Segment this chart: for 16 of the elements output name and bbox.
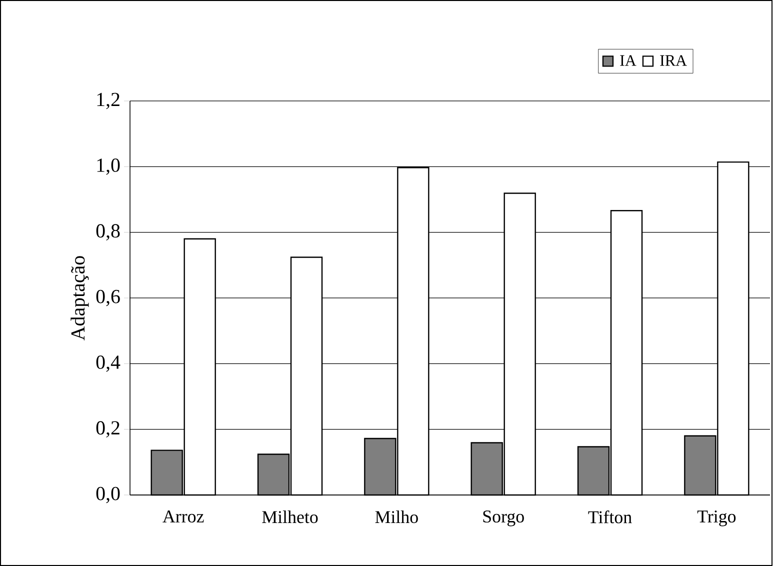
x-tick-label: Milho: [375, 510, 418, 524]
x-tick-label: Trigo: [697, 510, 736, 526]
y-tick-label: 1,2: [97, 92, 120, 110]
y-tick-label: 1,0: [97, 158, 120, 175]
x-tick-label: Tifton: [588, 510, 632, 524]
x-tick-label: Arroz: [162, 510, 204, 523]
legend-label: IA: [620, 55, 636, 66]
y-tick-label: 0,2: [96, 421, 120, 438]
y-axis-title: Adaptação: [70, 256, 89, 340]
y-tick-label: 0,8: [96, 224, 120, 240]
y-tick-label: 0,6: [96, 290, 120, 306]
legend-label: IRA: [660, 55, 687, 66]
x-tick-label: Sorgo: [483, 510, 524, 526]
y-tick-label: 0,0: [96, 486, 120, 504]
x-tick-label: Milheto: [262, 510, 318, 524]
y-tick-label: 0,4: [96, 355, 120, 372]
